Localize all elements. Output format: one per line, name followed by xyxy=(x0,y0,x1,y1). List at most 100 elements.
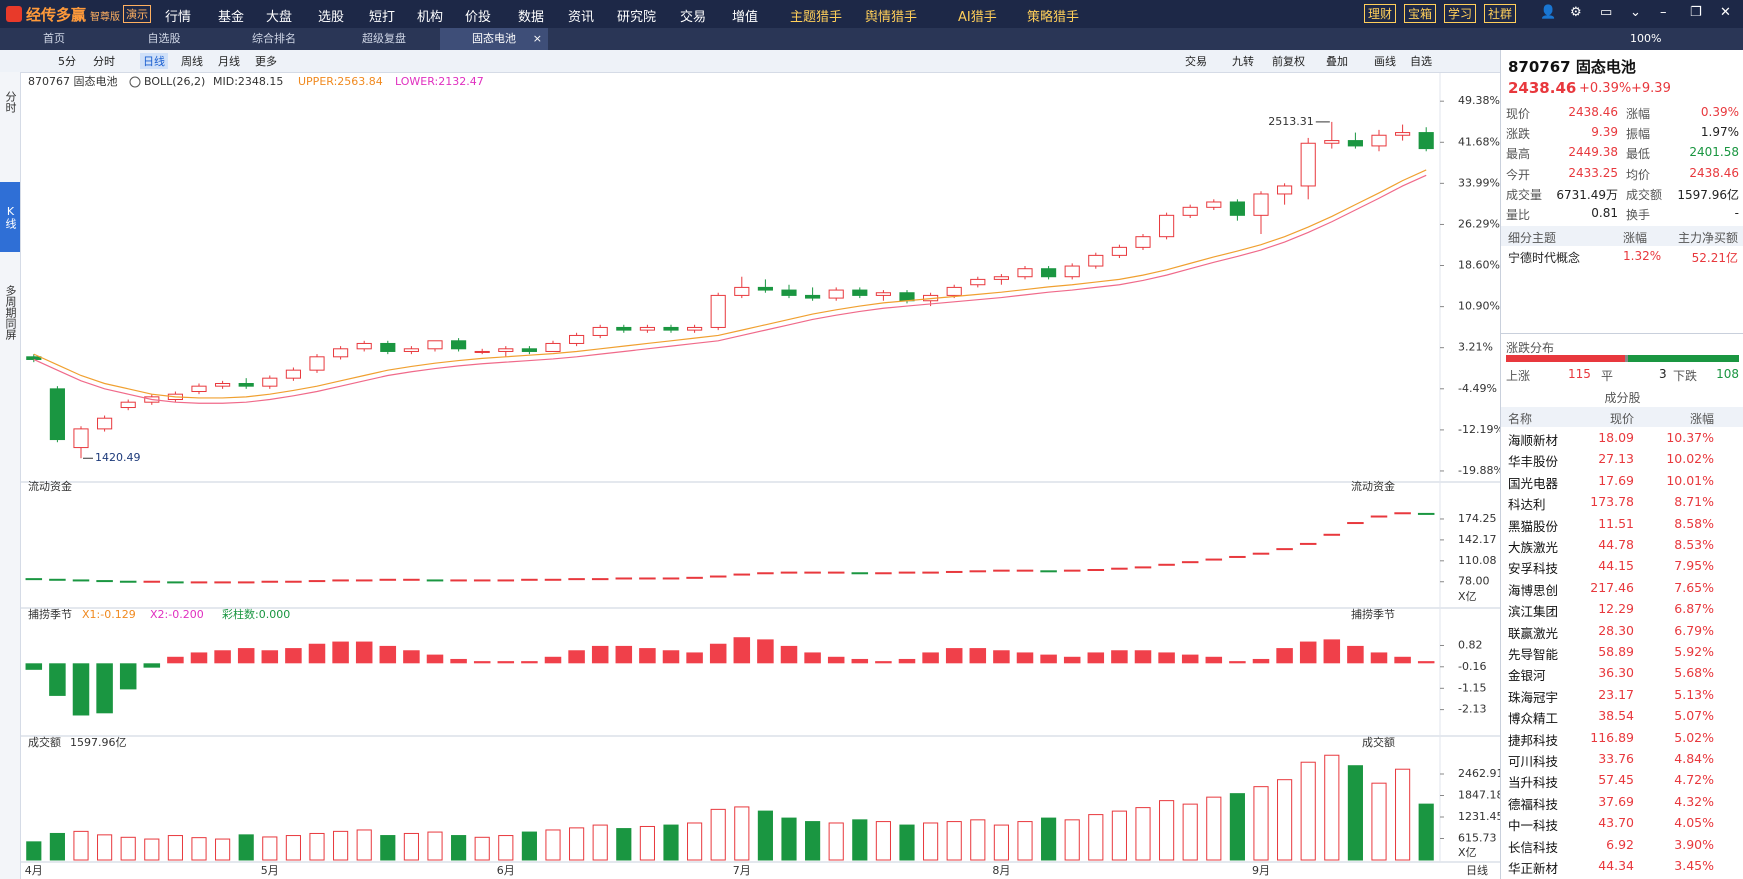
period-button[interactable]: 周线 xyxy=(181,55,203,68)
menu-item[interactable]: 选股 xyxy=(318,10,345,25)
constituent-cell[interactable]: 海博思创 xyxy=(1508,582,1559,598)
tool-button[interactable]: 交易 xyxy=(1185,55,1207,68)
period-button[interactable]: 日线 xyxy=(140,53,168,69)
tab[interactable]: 综合排名 xyxy=(220,28,328,50)
tool-button[interactable]: 前复权 xyxy=(1272,55,1305,68)
candle-body xyxy=(781,289,797,296)
menu-item[interactable]: 策略猎手 xyxy=(1027,10,1080,25)
menu-item[interactable]: 数据 xyxy=(518,10,545,25)
theme-cell[interactable]: 宁德时代概念 xyxy=(1508,251,1581,265)
flow-dash xyxy=(1181,561,1199,564)
menu-item[interactable]: 资讯 xyxy=(568,10,595,25)
constituent-cell[interactable]: 黑猫股份 xyxy=(1508,518,1559,534)
constituent-cell[interactable]: 中一科技 xyxy=(1508,818,1559,834)
menu-item[interactable]: 短打 xyxy=(369,10,396,25)
window-icon[interactable]: ⚙ xyxy=(1570,5,1582,20)
constituent-cell: 5.02% xyxy=(1674,729,1714,745)
menu-item[interactable]: 机构 xyxy=(417,10,444,25)
bar xyxy=(615,645,633,664)
quote-value: 2438.46 xyxy=(1689,165,1739,180)
demo-badge[interactable]: 演示 xyxy=(123,5,151,23)
side-tab[interactable]: 分时 xyxy=(4,91,17,113)
constituent-cell[interactable]: 大族激光 xyxy=(1508,540,1559,555)
indicator-icon[interactable] xyxy=(129,76,141,88)
tab[interactable]: 固态电池 × xyxy=(440,28,548,50)
constituent-cell[interactable]: 长信科技 xyxy=(1508,839,1559,855)
constituent-cell[interactable]: 博众精工 xyxy=(1508,711,1559,727)
menu-item[interactable]: 行情 xyxy=(165,10,192,25)
constituent-cell[interactable]: 安孚科技 xyxy=(1508,561,1559,577)
tool-button[interactable]: 九转 xyxy=(1232,55,1254,68)
constituents-header: 涨幅 xyxy=(1689,412,1714,426)
flow-dash xyxy=(945,570,963,573)
menu-button[interactable]: 宝箱 xyxy=(1404,4,1437,23)
tool-button[interactable]: 画线 xyxy=(1374,55,1396,68)
candle-body xyxy=(97,417,113,430)
flow-dash xyxy=(544,578,562,581)
flow-dash xyxy=(922,571,939,574)
menu-item[interactable]: 交易 xyxy=(680,10,707,25)
menu-item[interactable]: 主题猎手 xyxy=(790,10,843,25)
theme-header: 细分主题 xyxy=(1508,231,1557,245)
period-button[interactable]: 分时 xyxy=(93,55,115,68)
window-icon[interactable]: – xyxy=(1660,5,1667,20)
constituent-cell[interactable]: 滨江集团 xyxy=(1508,604,1559,620)
window-icon[interactable]: ⌄ xyxy=(1630,5,1641,20)
tab[interactable]: 首页 xyxy=(0,28,108,50)
window-icon[interactable]: 👤 xyxy=(1540,5,1557,20)
tool-button[interactable]: 叠加 xyxy=(1326,55,1348,68)
window-icon[interactable]: ✕ xyxy=(1720,5,1731,20)
period-button[interactable]: 更多 xyxy=(255,55,277,68)
bar xyxy=(333,830,349,861)
side-tab[interactable]: 多周期同屏 xyxy=(4,284,17,340)
menu-item[interactable]: 大盘 xyxy=(266,10,293,25)
window-icon[interactable]: ❐ xyxy=(1690,5,1702,20)
bar xyxy=(450,658,467,664)
menu-item[interactable]: 价投 xyxy=(465,10,492,25)
constituent-cell[interactable]: 科达利 xyxy=(1508,497,1546,513)
bar xyxy=(1418,803,1434,861)
bar xyxy=(639,648,656,664)
candle-body xyxy=(1229,201,1245,216)
tab[interactable]: 超级复盘 xyxy=(330,28,438,50)
candle-body xyxy=(970,278,986,286)
candle-body xyxy=(1088,254,1104,267)
x-tick-label: 8月 xyxy=(992,864,1010,877)
menu-item[interactable]: 增值 xyxy=(732,10,759,25)
side-tab[interactable]: K线 xyxy=(0,182,20,252)
tab[interactable]: 自选股 xyxy=(110,28,218,50)
constituent-cell[interactable]: 华丰股份 xyxy=(1508,454,1559,470)
constituent-cell[interactable]: 捷邦科技 xyxy=(1508,732,1559,748)
menu-button[interactable]: 社群 xyxy=(1484,4,1517,23)
tab-close[interactable]: × xyxy=(532,32,542,45)
constituent-cell[interactable]: 可川科技 xyxy=(1508,754,1559,769)
period-button[interactable]: 月线 xyxy=(218,55,240,68)
constituent-cell[interactable]: 海顺新材 xyxy=(1508,433,1559,448)
menu-button[interactable]: 学习 xyxy=(1444,4,1477,23)
constituent-cell[interactable]: 先导智能 xyxy=(1508,647,1559,662)
constituent-cell[interactable]: 当升科技 xyxy=(1508,775,1559,791)
constituent-cell[interactable]: 国光电器 xyxy=(1508,475,1559,491)
constituent-cell: 43.70 xyxy=(1598,815,1634,831)
menu-item[interactable]: 基金 xyxy=(218,10,245,25)
tool-button[interactable]: 自选 xyxy=(1410,55,1432,68)
menu-item[interactable]: 舆情猎手 xyxy=(865,10,918,25)
menu-item[interactable]: 研究院 xyxy=(617,10,657,25)
flow-dash xyxy=(757,572,774,575)
period-button[interactable]: 5分 xyxy=(58,55,76,68)
constituent-cell[interactable]: 德福科技 xyxy=(1508,796,1559,812)
constituent-cell[interactable]: 金银河 xyxy=(1508,668,1546,684)
bar xyxy=(426,654,444,664)
constituent-cell[interactable]: 珠海冠宇 xyxy=(1508,689,1559,705)
bar xyxy=(923,822,939,861)
constituent-cell[interactable]: 华正新材 xyxy=(1508,861,1559,876)
constituent-cell[interactable]: 联赢激光 xyxy=(1508,625,1559,641)
bar xyxy=(687,822,703,861)
window-icon[interactable]: ▭ xyxy=(1600,5,1613,20)
bar xyxy=(1229,793,1245,861)
quote-value: 2438.46 xyxy=(1568,105,1618,119)
tab-label: 固态电池 xyxy=(472,32,516,45)
menu-item[interactable]: AI猎手 xyxy=(958,10,997,25)
boll-line xyxy=(33,169,1427,399)
menu-button[interactable]: 理财 xyxy=(1364,4,1397,23)
